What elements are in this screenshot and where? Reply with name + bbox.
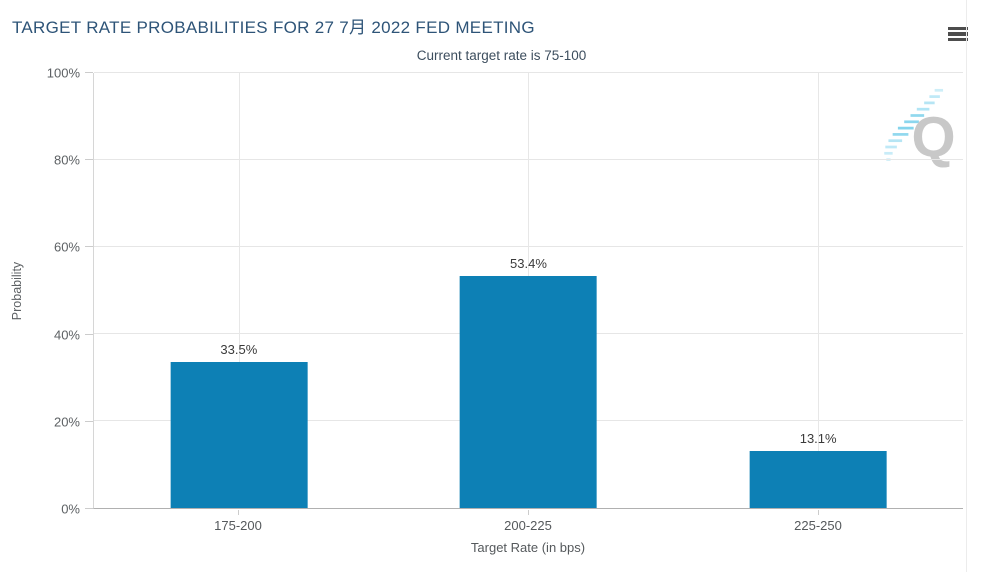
x-axis-tick [818,510,819,515]
chart-title: TARGET RATE PROBABILITIES FOR 27 7月 2022… [12,18,535,37]
bar-value-label: 13.1% [799,431,837,447]
y-axis: 0% 20% 40% 60% 80% 100% [0,66,93,517]
category-column: 13.1% [673,73,963,508]
y-axis-tick [85,420,93,422]
y-gridline [94,72,963,73]
y-axis-label: 20% [53,414,80,430]
context-menu-button[interactable] [945,23,971,45]
panel-right-border [966,0,967,572]
category-column: 33.5% [94,73,384,508]
category-column: 53.4% [384,73,674,508]
x-axis-label: 175-200 [214,518,262,533]
hamburger-icon [948,37,968,42]
bar-225-250[interactable] [749,451,887,508]
hamburger-icon [948,26,968,31]
y-axis-tick [85,246,93,248]
x-axis-tick [528,510,529,515]
y-axis-label: 60% [53,239,80,255]
y-axis-label: 40% [53,327,80,343]
chart-subtitle: Current target rate is 75-100 [416,48,587,63]
y-axis-label: 100% [46,65,80,81]
hamburger-icon [948,32,968,36]
y-axis-tick [85,72,93,73]
x-axis-label: 200-225 [504,518,552,533]
x-gridline [238,73,240,508]
y-axis-tick [85,508,93,509]
bar-value-label: 53.4% [510,255,547,271]
plot-area: Q 33.5% 53.4% 13.1% [93,72,963,509]
x-gridline [818,73,820,508]
x-axis-title: Target Rate (in bps) [470,540,586,555]
x-axis-tick [237,510,239,515]
bar-175-200[interactable] [170,362,308,508]
bar-value-label: 33.5% [220,342,258,358]
bar-200-225[interactable] [460,275,597,508]
x-axis-label: 225-250 [794,518,842,533]
y-axis-tick [85,159,93,161]
y-axis-label: 0% [61,501,80,517]
y-axis-tick [85,333,93,335]
x-axis: Target Rate (in bps) 175-200 200-225 225-2… [93,510,963,565]
svg-text:Q: Q [912,106,956,168]
y-axis-label: 80% [53,152,80,168]
